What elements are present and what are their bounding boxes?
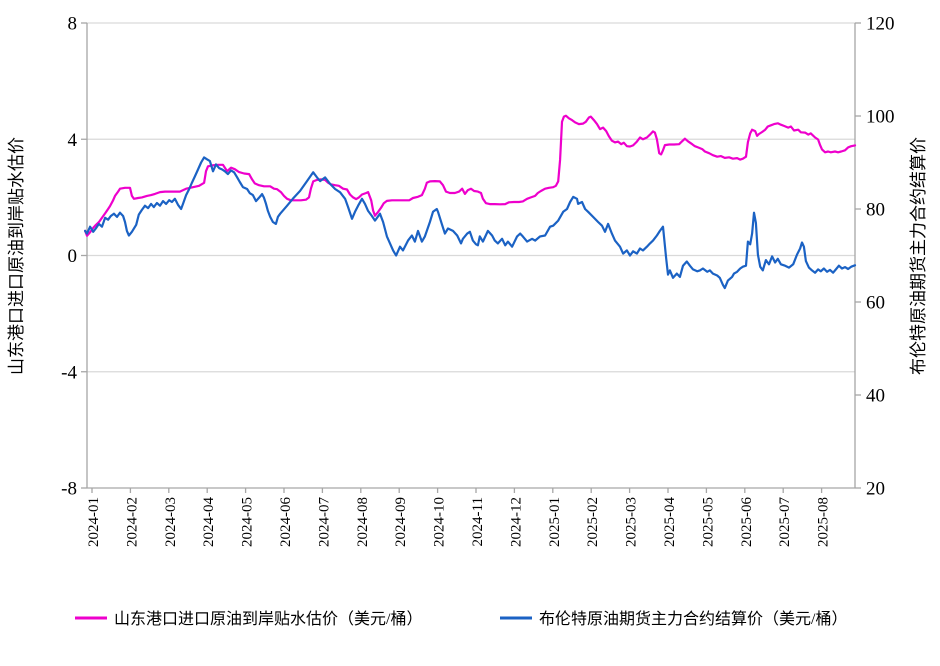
x-tick-label: 2024-08	[355, 497, 371, 547]
x-axis-labels: 2024-01 2024-02 2024-03 2024-04 2024-05 2024-…	[86, 497, 832, 547]
x-tick-label: 2024-06	[278, 497, 294, 547]
series-line-brent	[83, 156, 857, 290]
left-axis-title: 山东港口进口原油到岸贴水估价	[7, 137, 26, 375]
legend-label: 山东港口进口原油到岸贴水估价（美元/桶）	[114, 610, 422, 628]
x-tick-label: 2024-07	[316, 497, 332, 547]
x-tick-label: 2024-05	[240, 497, 256, 547]
x-tick-label: 2025-04	[662, 497, 678, 547]
x-tick-label: 2025-01	[547, 497, 563, 547]
y-right-tick-label: 40	[866, 386, 885, 407]
x-tick-label: 2025-05	[700, 497, 716, 547]
y-left-tick-label: 4	[68, 130, 78, 151]
x-tick-label: 2024-02	[124, 497, 140, 547]
y-right-tick-label: 20	[866, 479, 885, 500]
y-axis-right-labels: 120 100 80 60 40 20	[866, 14, 895, 500]
x-tick-label: 2025-08	[816, 497, 832, 547]
y-right-tick-label: 120	[866, 14, 895, 35]
x-tick-label: 2025-06	[739, 497, 755, 547]
series-line-premium	[83, 114, 857, 237]
x-tick-label: 2024-04	[201, 497, 217, 547]
x-tick-label: 2024-12	[508, 497, 524, 547]
x-tick-label: 2024-10	[432, 497, 448, 547]
x-tick-label: 2024-03	[163, 497, 179, 547]
x-tick-label: 2024-11	[470, 497, 486, 546]
axes	[81, 22, 861, 493]
legend: 山东港口进口原油到岸贴水估价（美元/桶） 布伦特原油期货主力合约结算价（美元/桶）	[75, 609, 847, 628]
y-right-tick-label: 60	[866, 293, 885, 314]
x-tick-label: 2024-09	[393, 497, 409, 547]
legend-label: 布伦特原油期货主力合约结算价（美元/桶）	[539, 609, 847, 628]
y-left-tick-label: 8	[68, 14, 78, 35]
y-right-tick-label: 100	[866, 107, 895, 128]
x-tick-label: 2025-03	[624, 497, 640, 547]
y-left-tick-label: -4	[61, 362, 77, 383]
y-right-tick-label: 80	[866, 200, 885, 221]
series-lines	[83, 114, 857, 290]
right-axis-title: 布伦特原油期货主力合约结算价	[909, 137, 928, 375]
y-left-tick-label: 0	[68, 246, 78, 267]
y-left-tick-label: -8	[61, 479, 77, 500]
x-tick-label: 2025-02	[585, 497, 601, 547]
x-tick-label: 2025-07	[777, 497, 793, 547]
y-axis-left-labels: 8 4 0 -4 -8	[61, 14, 77, 500]
gridlines	[87, 22, 855, 373]
x-tick-label: 2024-01	[86, 497, 102, 547]
